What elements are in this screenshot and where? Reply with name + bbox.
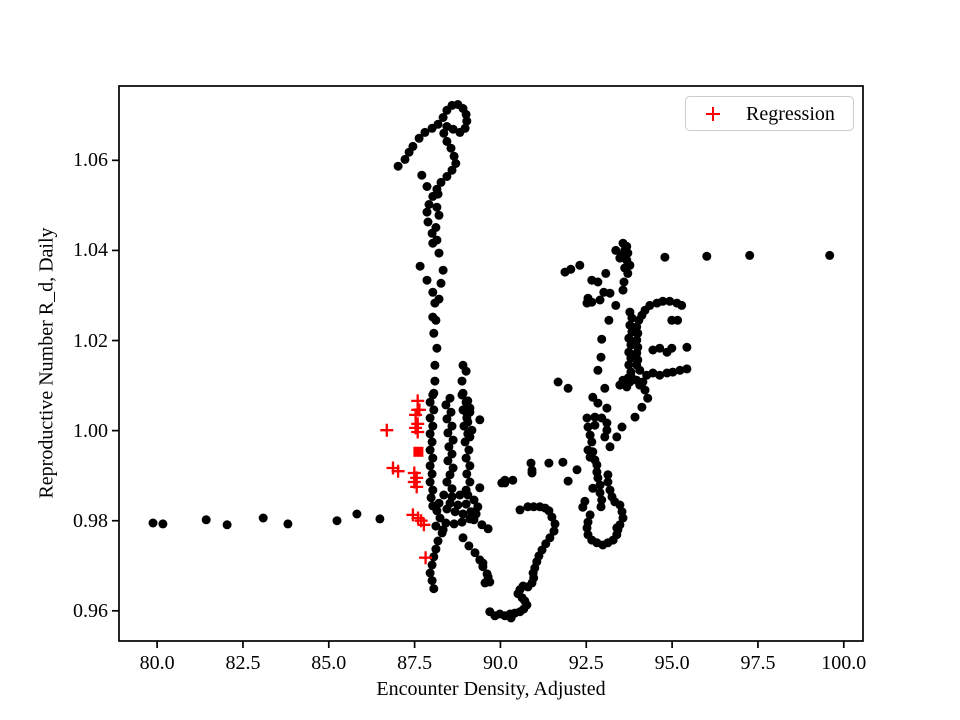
y-tick-label: 0.98 — [73, 509, 108, 532]
regression-points — [380, 394, 433, 565]
x-tick-label: 82.5 — [225, 652, 261, 674]
x-tick-label: 95.0 — [654, 652, 690, 674]
axes-spines — [118, 85, 864, 642]
regression-plus-icon — [706, 106, 720, 121]
tick-marks — [112, 159, 845, 648]
x-axis-label: Encounter Density, Adjusted — [376, 678, 606, 700]
y-tick-label: 1.06 — [73, 149, 108, 172]
y-axis-label: Reproductive Number R_d, Daily — [35, 227, 58, 499]
y-tick-label: 0.96 — [73, 599, 108, 622]
x-tick-label: 80.0 — [139, 652, 175, 674]
regression-square-point — [413, 446, 424, 457]
y-tick-label: 1.00 — [73, 419, 108, 442]
legend-label: Regression — [746, 102, 835, 125]
x-tick-label: 87.5 — [397, 652, 433, 674]
x-tick-label: 92.5 — [568, 652, 604, 674]
observations-points — [148, 100, 835, 623]
legend-box: Regression — [685, 96, 854, 131]
x-tick-label: 85.0 — [311, 652, 347, 674]
x-tick-label: 90.0 — [482, 652, 518, 674]
x-tick-label: 97.5 — [740, 652, 776, 674]
y-tick-label: 1.04 — [73, 239, 108, 262]
x-tick-label: 100.0 — [821, 652, 867, 674]
y-tick-label: 1.02 — [73, 329, 108, 352]
